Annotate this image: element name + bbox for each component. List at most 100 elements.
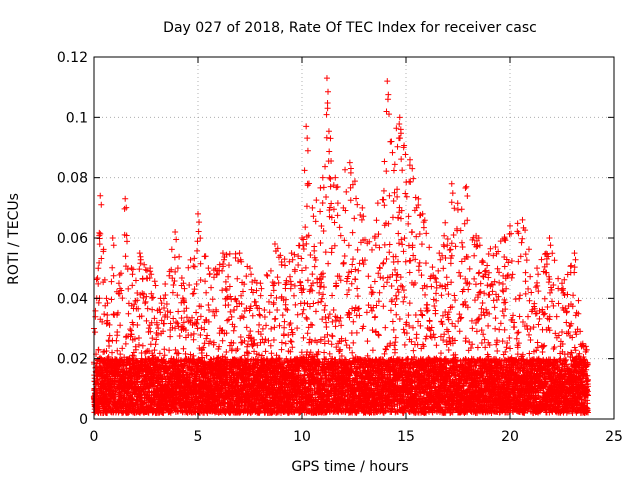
data-point bbox=[143, 317, 150, 324]
data-point bbox=[124, 388, 131, 395]
data-point bbox=[119, 345, 126, 352]
data-point bbox=[93, 276, 100, 283]
chart-title: Day 027 of 2018, Rate Of TEC Index for r… bbox=[163, 20, 537, 36]
data-point bbox=[129, 352, 136, 359]
data-point bbox=[161, 304, 168, 311]
data-point bbox=[154, 331, 161, 338]
data-point bbox=[161, 352, 168, 359]
data-point bbox=[143, 293, 150, 300]
data-point bbox=[122, 253, 129, 260]
data-point bbox=[138, 313, 145, 320]
data-point bbox=[167, 320, 174, 327]
data-point bbox=[153, 321, 160, 328]
data-point bbox=[118, 270, 125, 277]
data-point bbox=[164, 308, 171, 315]
data-point bbox=[105, 353, 112, 360]
data-point bbox=[117, 322, 124, 329]
data-point bbox=[134, 297, 141, 304]
data-point bbox=[106, 402, 113, 409]
data-point bbox=[94, 275, 101, 282]
data-point bbox=[114, 347, 121, 354]
data-point bbox=[169, 289, 176, 296]
data-point bbox=[104, 311, 111, 318]
data-point bbox=[96, 235, 103, 242]
data-point bbox=[113, 337, 120, 344]
data-point bbox=[99, 318, 106, 325]
data-point bbox=[104, 317, 111, 324]
data-point bbox=[163, 301, 170, 308]
data-point bbox=[156, 350, 163, 357]
data-point bbox=[119, 295, 126, 302]
data-point bbox=[167, 309, 174, 316]
data-point bbox=[132, 277, 139, 284]
data-point bbox=[170, 315, 177, 322]
data-point bbox=[117, 351, 124, 358]
data-point bbox=[103, 347, 110, 354]
data-point bbox=[162, 280, 169, 287]
data-point bbox=[160, 356, 167, 363]
data-point bbox=[136, 266, 143, 273]
data-point bbox=[135, 341, 142, 348]
data-point bbox=[96, 229, 103, 236]
data-point bbox=[142, 266, 149, 273]
data-point bbox=[148, 294, 155, 301]
data-point bbox=[124, 238, 131, 245]
data-point bbox=[151, 278, 158, 285]
data-point bbox=[97, 230, 104, 237]
data-point bbox=[152, 341, 159, 348]
data-point bbox=[139, 342, 146, 349]
data-point bbox=[105, 338, 112, 345]
data-point bbox=[166, 347, 173, 354]
data-point bbox=[141, 261, 148, 268]
data-point bbox=[167, 333, 174, 340]
data-point bbox=[122, 340, 129, 347]
data-point bbox=[92, 307, 99, 314]
data-point bbox=[95, 346, 102, 353]
data-point bbox=[155, 325, 162, 332]
data-point bbox=[148, 290, 155, 297]
data-point bbox=[157, 309, 164, 316]
data-point bbox=[95, 299, 102, 306]
data-point bbox=[114, 332, 121, 339]
data-point bbox=[127, 326, 134, 333]
data-point bbox=[162, 292, 169, 299]
data-point bbox=[146, 274, 153, 281]
data-point bbox=[149, 306, 156, 313]
data-point bbox=[160, 328, 167, 335]
data-point bbox=[104, 409, 111, 416]
data-point bbox=[110, 311, 117, 318]
data-point bbox=[101, 311, 108, 318]
data-point bbox=[149, 335, 156, 342]
data-point bbox=[123, 232, 130, 239]
data-point bbox=[147, 328, 154, 335]
data-point bbox=[142, 298, 149, 305]
data-point bbox=[145, 325, 152, 332]
data-point bbox=[134, 289, 141, 296]
data-point bbox=[156, 306, 163, 313]
data-point bbox=[151, 347, 158, 354]
data-point bbox=[96, 241, 103, 248]
data-point bbox=[95, 280, 102, 287]
data-point bbox=[153, 336, 160, 343]
data-point bbox=[108, 278, 115, 285]
data-point bbox=[124, 266, 131, 273]
data-point bbox=[134, 321, 141, 328]
data-point bbox=[131, 335, 138, 342]
data-point bbox=[95, 265, 102, 272]
data-point bbox=[143, 267, 150, 274]
data-points bbox=[90, 75, 592, 416]
data-point bbox=[146, 348, 153, 355]
data-point bbox=[150, 294, 157, 301]
data-point bbox=[96, 259, 103, 266]
data-point bbox=[140, 294, 147, 301]
data-point bbox=[104, 355, 111, 362]
data-point bbox=[148, 319, 155, 326]
data-point bbox=[100, 246, 107, 253]
data-point bbox=[168, 246, 175, 253]
data-point bbox=[161, 346, 168, 353]
data-point bbox=[125, 285, 132, 292]
data-point bbox=[92, 313, 99, 320]
data-point bbox=[158, 317, 165, 324]
data-point bbox=[128, 331, 135, 338]
